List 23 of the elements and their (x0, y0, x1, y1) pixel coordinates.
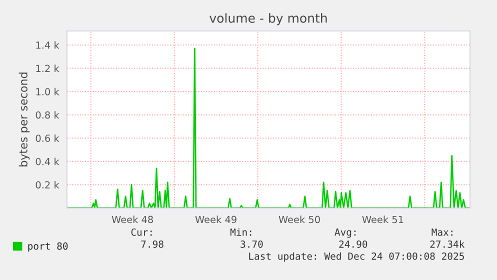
x-tick-label: Week 48 (112, 216, 153, 224)
text: 24.90 (339, 240, 368, 248)
y-tick-label: 0.4 k (36, 158, 60, 166)
text: 3.70 (240, 240, 263, 248)
x-tick-label: Week 50 (278, 216, 320, 224)
y-axis-title: bytes per second (18, 72, 30, 166)
x-tick-label: Week 51 (362, 216, 404, 224)
text: 7.98 (141, 240, 164, 248)
y-tick-label: 0.6 k (36, 134, 60, 142)
y-tick-label: 1.4 k (36, 41, 60, 49)
y-tick-label: 1.2 k (36, 64, 60, 72)
y-tick-label: 0.2 k (36, 181, 60, 189)
chart-title: volume - by month (210, 13, 327, 26)
text: 27.34k (430, 240, 465, 248)
text: Max: (432, 228, 452, 236)
y-tick-label: 1.0 k (36, 88, 60, 96)
x-tick-label: Week 49 (195, 216, 236, 224)
legend-label: port 80 (28, 242, 68, 252)
y-tick-label: 0.8 k (36, 111, 60, 119)
text: Avg: (334, 228, 356, 238)
text: Min: (230, 228, 252, 236)
text: Cur: (131, 228, 152, 236)
text: Last update: Wed Dec 24 07:00:08 2025 (249, 252, 464, 262)
